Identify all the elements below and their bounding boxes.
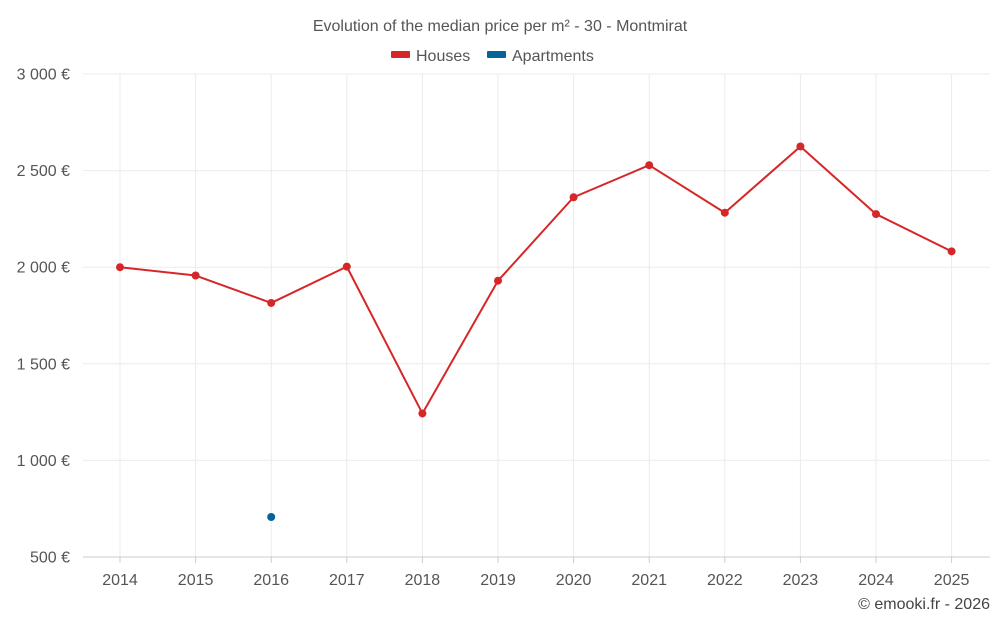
x-tick-label: 2022 <box>707 572 743 589</box>
y-tick-label: 1 500 € <box>17 356 70 373</box>
x-tick-label: 2019 <box>480 572 516 589</box>
data-point-houses-2022[interactable] <box>720 208 729 217</box>
y-tick-label: 3 000 € <box>17 67 70 84</box>
data-point-houses-2025[interactable] <box>947 247 956 256</box>
legend-item-apartments[interactable]: Apartments <box>487 48 594 65</box>
x-tick-label: 2023 <box>783 572 819 589</box>
x-tick-label: 2021 <box>631 572 667 589</box>
data-point-houses-2023[interactable] <box>796 142 805 151</box>
legend-swatch-apartments <box>487 51 506 58</box>
x-tick-label: 2017 <box>329 572 365 589</box>
series <box>116 142 956 522</box>
grid <box>83 73 990 557</box>
y-tick-label: 1 000 € <box>17 453 70 470</box>
data-point-houses-2024[interactable] <box>872 210 880 219</box>
legend-label-apartments: Apartments <box>512 48 594 65</box>
legend: Houses Apartments <box>391 48 594 65</box>
series-line-houses <box>119 145 953 415</box>
data-point-houses-2014[interactable] <box>116 263 124 272</box>
data-point-houses-2016[interactable] <box>267 298 276 307</box>
legend-swatch-houses <box>391 51 410 58</box>
data-point-houses-2018[interactable] <box>418 409 427 418</box>
x-tick-label: 2014 <box>102 572 138 589</box>
data-point-apartments-2016[interactable] <box>267 513 276 522</box>
chart-title: Evolution of the median price per m² - 3… <box>313 18 688 35</box>
data-point-houses-2017[interactable] <box>342 262 351 271</box>
x-tick-label: 2025 <box>934 572 970 589</box>
x-tick-label: 2018 <box>405 572 441 589</box>
x-tick-label: 2020 <box>556 572 592 589</box>
copyright-text: © emooki.fr - 2026 <box>858 596 990 613</box>
data-point-houses-2021[interactable] <box>645 161 654 170</box>
data-point-houses-2015[interactable] <box>191 271 200 280</box>
y-tick-label: 2 500 € <box>17 163 70 180</box>
x-tick-label: 2016 <box>253 572 289 589</box>
data-point-houses-2020[interactable] <box>569 193 578 202</box>
data-point-houses-2019[interactable] <box>494 276 502 285</box>
x-tick-label: 2024 <box>858 572 894 589</box>
x-tick-label: 2015 <box>178 572 214 589</box>
x-axis: 2014 2015 2016 2017 2018 2019 2020 2021 2022 2023… <box>83 556 990 589</box>
y-tick-label: 500 € <box>30 550 70 567</box>
y-axis: 500 € 1 000 € 1 500 € 2 000 € 2 500 € 3 000 € <box>17 67 70 567</box>
legend-label-houses: Houses <box>416 48 470 65</box>
legend-item-houses[interactable]: Houses <box>391 48 470 65</box>
y-tick-label: 2 000 € <box>17 260 70 277</box>
